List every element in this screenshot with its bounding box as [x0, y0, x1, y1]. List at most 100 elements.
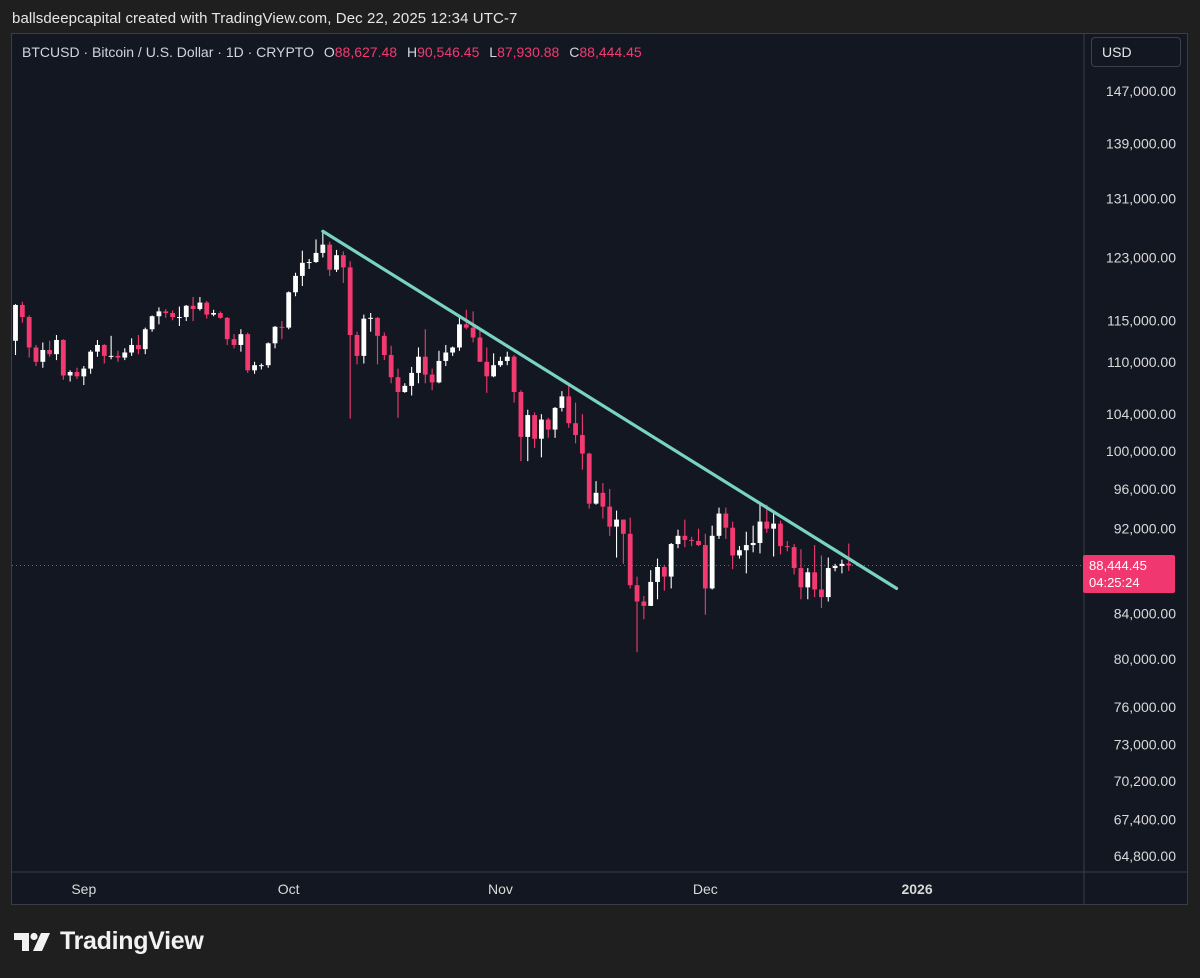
candle[interactable] [559, 391, 565, 412]
candle[interactable] [388, 345, 394, 384]
candle[interactable] [579, 414, 585, 470]
candle[interactable] [265, 342, 271, 368]
candle[interactable] [716, 507, 722, 539]
candle[interactable] [320, 231, 326, 258]
candle[interactable] [429, 368, 435, 391]
candle[interactable] [163, 308, 169, 318]
candle[interactable] [491, 353, 496, 378]
candle[interactable] [60, 339, 66, 380]
candle[interactable] [593, 481, 599, 505]
candle[interactable] [416, 347, 421, 384]
candle[interactable] [702, 533, 708, 615]
candle[interactable] [218, 311, 223, 319]
candle[interactable] [211, 309, 216, 317]
candle[interactable] [682, 519, 688, 548]
trendline[interactable] [321, 229, 899, 591]
candle[interactable] [573, 402, 578, 444]
candle[interactable] [805, 568, 811, 600]
candle[interactable] [484, 347, 490, 393]
candle[interactable] [511, 355, 517, 403]
candle[interactable] [566, 383, 572, 428]
chart-frame[interactable] [11, 33, 1188, 905]
candle[interactable] [477, 330, 483, 362]
candle[interactable] [204, 300, 210, 319]
candle[interactable] [730, 521, 736, 570]
candle[interactable] [238, 329, 244, 352]
candle[interactable] [798, 549, 804, 600]
candle[interactable] [655, 558, 660, 600]
candle[interactable] [354, 331, 360, 365]
candle[interactable] [13, 304, 18, 356]
candle[interactable] [88, 349, 94, 374]
candle[interactable] [231, 334, 237, 349]
candle[interactable] [299, 250, 305, 286]
candle[interactable] [668, 542, 674, 589]
candle[interactable] [661, 564, 667, 591]
candle[interactable] [47, 340, 53, 357]
candle[interactable] [81, 366, 87, 386]
candle[interactable] [67, 370, 73, 382]
candle[interactable] [177, 306, 182, 326]
candle[interactable] [293, 272, 298, 297]
candle[interactable] [696, 528, 701, 547]
candle[interactable] [327, 241, 333, 276]
candle[interactable] [361, 314, 367, 364]
candle[interactable] [819, 555, 824, 609]
candle[interactable] [183, 304, 189, 322]
candle[interactable] [634, 576, 640, 653]
candle[interactable] [552, 407, 558, 438]
candle[interactable] [498, 356, 503, 367]
candle[interactable] [40, 342, 46, 368]
candle[interactable] [504, 351, 510, 366]
candle[interactable] [443, 344, 449, 367]
candle[interactable] [525, 409, 531, 462]
candle[interactable] [586, 452, 592, 509]
candle[interactable] [224, 317, 230, 345]
candle[interactable] [115, 350, 121, 362]
candle[interactable] [272, 325, 278, 349]
candle[interactable] [170, 310, 175, 321]
candle[interactable] [620, 519, 626, 564]
candle[interactable] [108, 335, 114, 360]
candle[interactable] [627, 517, 633, 589]
candle[interactable] [778, 520, 783, 555]
candle[interactable] [258, 363, 264, 370]
candle[interactable] [245, 332, 251, 373]
candle[interactable] [832, 563, 838, 572]
candle[interactable] [129, 338, 135, 356]
candle[interactable] [26, 315, 32, 358]
candle[interactable] [614, 510, 619, 558]
candle[interactable] [95, 339, 100, 357]
candle[interactable] [33, 344, 39, 367]
candle[interactable] [641, 596, 647, 620]
candle[interactable] [737, 546, 742, 559]
candle[interactable] [750, 525, 756, 553]
candle[interactable] [74, 367, 80, 379]
candle[interactable] [784, 540, 790, 552]
candle[interactable] [518, 390, 524, 462]
candle[interactable] [368, 312, 374, 332]
candle[interactable] [381, 332, 387, 361]
candle[interactable] [607, 488, 613, 536]
candle[interactable] [532, 412, 537, 449]
candle[interactable] [812, 545, 818, 598]
candle[interactable] [723, 507, 729, 539]
candle[interactable] [771, 512, 777, 557]
candle[interactable] [375, 317, 380, 365]
candle[interactable] [539, 414, 544, 458]
candle[interactable] [149, 315, 155, 332]
candle[interactable] [600, 483, 606, 519]
candle[interactable] [252, 361, 257, 374]
candle[interactable] [156, 307, 162, 325]
tradingview-brand[interactable]: TradingView [14, 927, 204, 956]
candle[interactable] [136, 335, 141, 355]
candle[interactable] [457, 317, 462, 351]
candle[interactable] [743, 531, 749, 574]
candle[interactable] [450, 346, 456, 356]
currency-selector[interactable]: USD [1091, 37, 1181, 67]
candle[interactable] [279, 321, 285, 340]
candle[interactable] [402, 383, 408, 393]
candle[interactable] [545, 417, 551, 438]
candle[interactable] [340, 251, 346, 283]
